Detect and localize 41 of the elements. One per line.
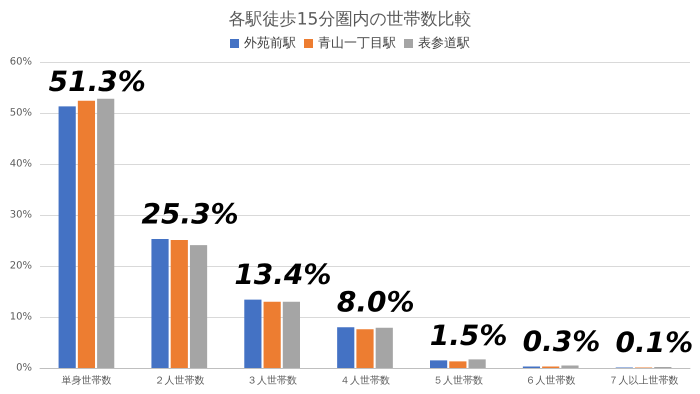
bar <box>468 359 486 368</box>
bar <box>356 329 374 368</box>
data-label: 1.5% <box>430 318 508 352</box>
bar <box>430 360 448 368</box>
bar <box>78 100 96 368</box>
bar <box>376 328 393 368</box>
data-label: 0.1% <box>615 326 694 359</box>
y-tick-label: 20% <box>10 260 32 272</box>
data-label: 25.3% <box>141 197 239 230</box>
bar <box>449 361 466 368</box>
x-tick-label: ４人世帯数 <box>340 374 390 386</box>
legend-label: 青山一丁目駅 <box>318 36 396 51</box>
bar <box>58 106 76 368</box>
x-tick-label: ５人世帯数 <box>432 374 483 386</box>
bar <box>264 302 281 368</box>
data-label: 8.0% <box>336 286 415 319</box>
y-tick-label: 0% <box>16 362 32 374</box>
y-tick-label: 60% <box>10 56 32 68</box>
legend-label: 外苑前駅 <box>244 36 296 51</box>
legend-label: 表参道駅 <box>418 36 470 51</box>
bar <box>561 365 579 368</box>
bar <box>190 245 208 368</box>
chart-title: 各駅徒歩15分圏内の世帯数比較 <box>228 10 472 30</box>
bar <box>337 327 354 368</box>
x-tick-label: 単身世帯数 <box>61 374 112 386</box>
data-label: 0.3% <box>522 324 600 358</box>
y-tick-label: 50% <box>10 108 32 118</box>
x-tick-label: ２人世帯数 <box>154 374 204 386</box>
bar <box>97 98 114 368</box>
bar <box>151 238 169 368</box>
data-label: 13.4% <box>234 258 332 292</box>
x-tick-label: ６人世帯数 <box>526 374 576 386</box>
bar <box>170 240 188 368</box>
data-label: 51.3% <box>48 64 146 98</box>
x-tick-label: ７人以上世帯数 <box>608 374 679 386</box>
bar <box>282 302 300 368</box>
y-tick-label: 40% <box>10 158 32 170</box>
y-tick-label: 30% <box>10 210 32 220</box>
x-tick-label: ３人世帯数 <box>247 374 298 386</box>
y-tick-label: 10% <box>10 312 32 322</box>
bar <box>244 300 262 368</box>
